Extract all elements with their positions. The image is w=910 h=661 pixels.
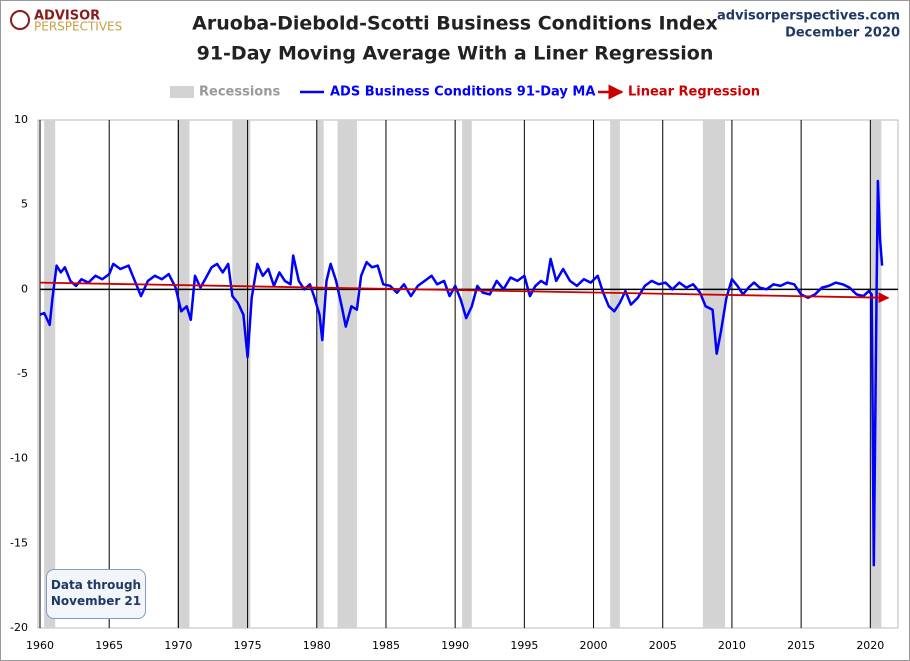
x-tick-label: 2000 [580,639,608,652]
x-tick-label: 2010 [718,639,746,652]
chart-title: Aruoba-Diebold-Scotti Business Condition… [192,13,718,35]
x-tick-label: 2020 [856,639,884,652]
date: December 2020 [785,26,900,41]
x-tick-label: 2015 [787,639,815,652]
recession-band [610,120,620,628]
x-tick-label: 1965 [95,639,123,652]
y-tick-label: 0 [21,282,28,295]
x-tick-label: 1970 [164,639,192,652]
logo-icon [10,10,30,30]
regression-line [39,281,890,304]
chart-subtitle: 91-Day Moving Average With a Liner Regre… [197,43,714,65]
recession-band [702,120,726,628]
recession-band [462,120,472,628]
y-tick-label: -10 [10,452,28,465]
recession-band [337,120,357,628]
x-tick-label: 1975 [234,639,262,652]
annotation: Data through November 21 [46,569,146,619]
y-tick-label: 5 [21,198,28,211]
x-tick-label: 1985 [372,639,400,652]
recession-band [177,120,190,628]
legend-swatch [170,86,194,98]
x-tick-label: 1995 [510,639,538,652]
x-tick-label: 1990 [441,639,469,652]
series-line [39,179,884,567]
y-tick-label: -20 [10,621,28,634]
legend-label: Recessions [199,85,280,100]
x-tick-label: 1980 [303,639,331,652]
x-tick-label: 1960 [26,639,54,652]
recession-band [232,120,251,628]
recession-band [316,120,324,628]
legend-label: ADS Business Conditions 91-Day MA [330,85,595,100]
recession-band [44,120,56,628]
y-tick-label: 10 [14,113,28,126]
y-tick-label: -15 [10,536,28,549]
legend-label: Linear Regression [628,85,760,100]
logo-top: ADVISOR [34,9,100,24]
logo-bottom: PERSPECTIVES [34,20,122,34]
x-tick-label: 2005 [649,639,677,652]
y-tick-label: -5 [17,367,28,380]
source: advisorperspectives.com [717,9,900,24]
